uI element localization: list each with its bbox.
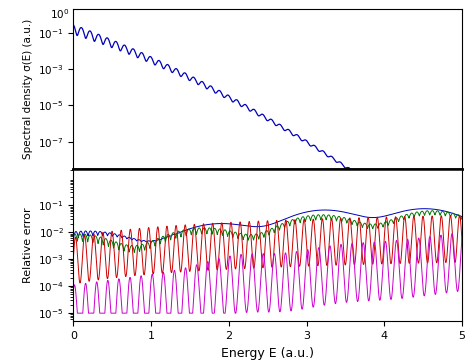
Y-axis label: Spectral density σ(E) (a.u.): Spectral density σ(E) (a.u.) (23, 19, 33, 159)
X-axis label: Energy E (a.u.): Energy E (a.u.) (221, 347, 314, 359)
Text: $10^{0}$: $10^{0}$ (50, 8, 70, 21)
Y-axis label: Relative error: Relative error (23, 207, 33, 283)
